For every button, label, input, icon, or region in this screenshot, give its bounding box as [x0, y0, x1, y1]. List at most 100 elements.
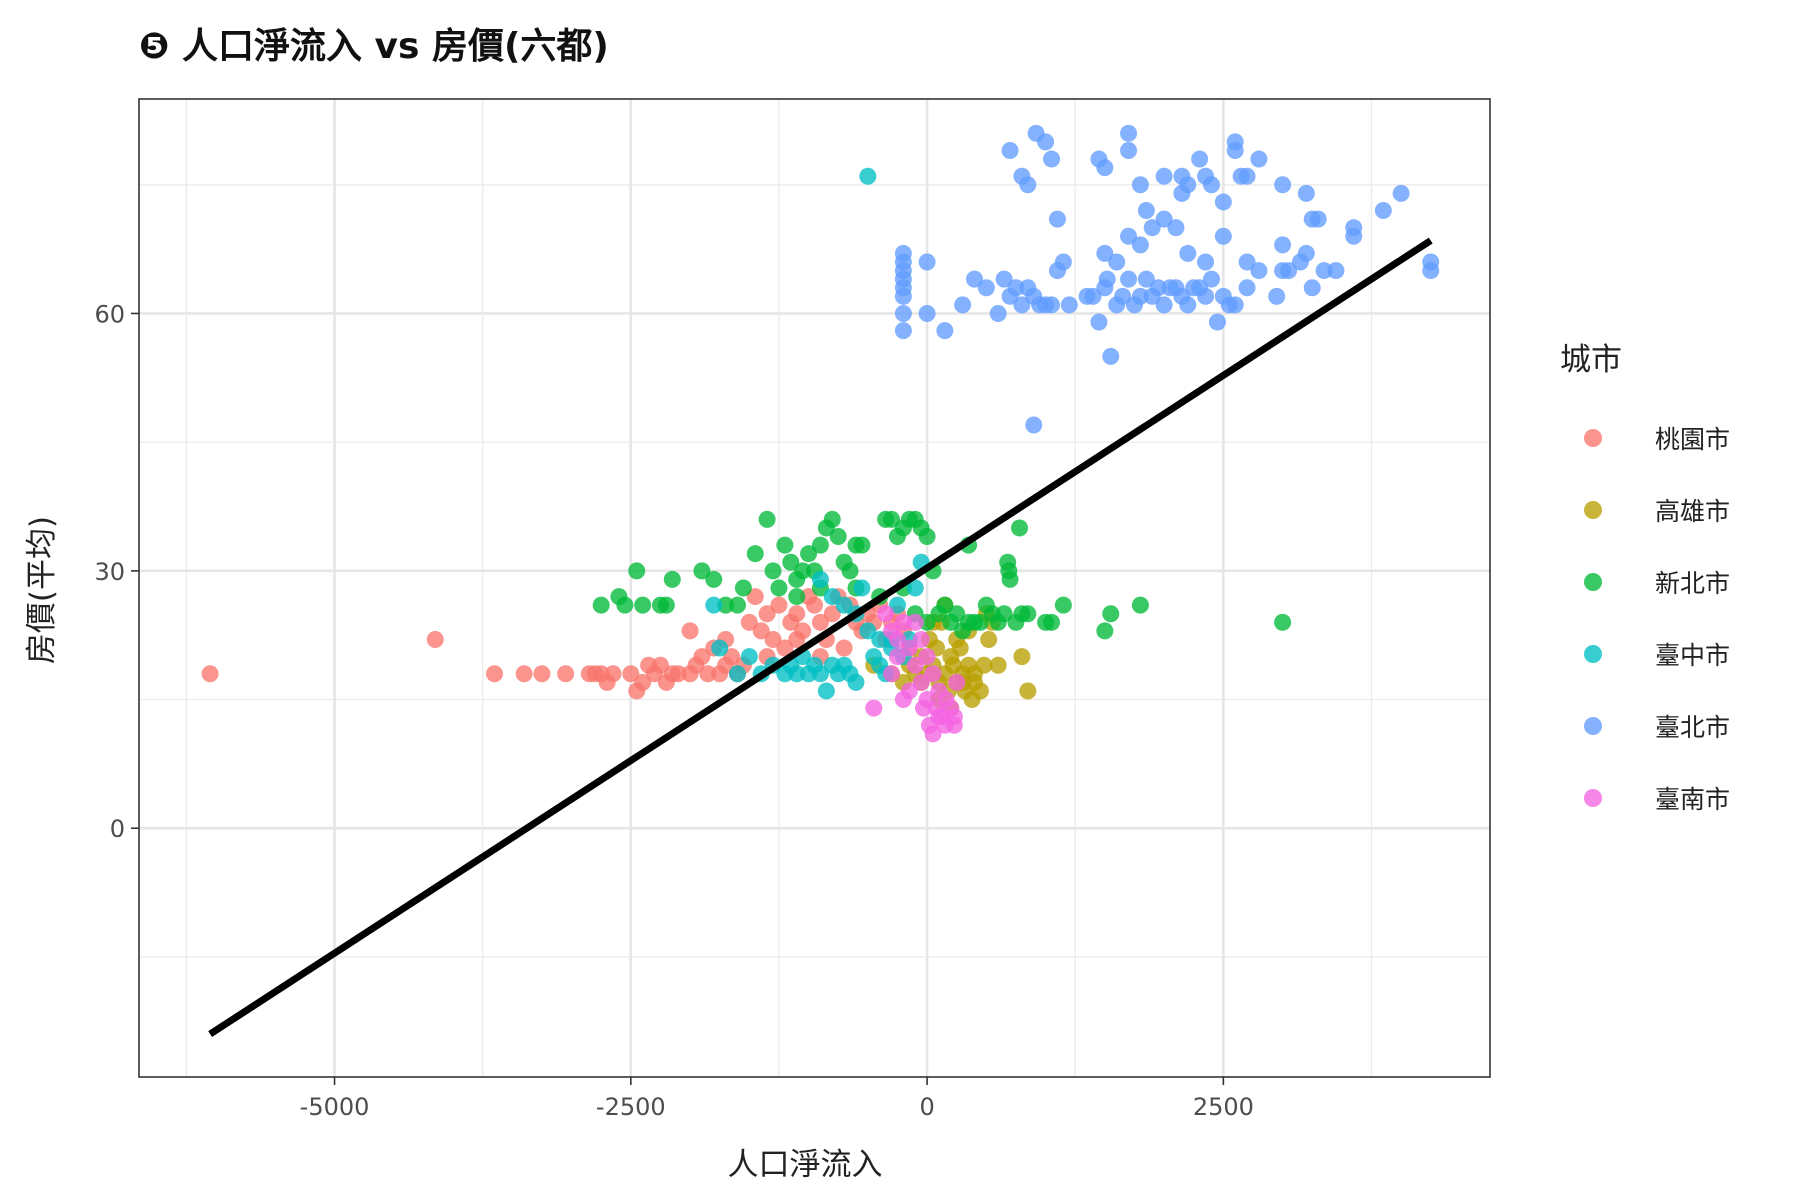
data-point — [1120, 227, 1138, 245]
data-point — [669, 665, 687, 683]
data-point — [871, 630, 889, 648]
data-point — [728, 665, 746, 683]
legend-title: 城市 — [1560, 342, 1622, 378]
series-group — [201, 588, 918, 700]
data-point — [622, 665, 640, 683]
legend-key — [1584, 429, 1602, 447]
data-point — [1096, 159, 1114, 177]
data-point — [1001, 570, 1019, 588]
data-point — [1214, 193, 1232, 211]
data-point — [634, 673, 652, 691]
data-point — [746, 588, 764, 606]
data-point — [965, 270, 983, 288]
data-point — [989, 304, 1007, 322]
data-point — [936, 322, 954, 340]
data-point — [1054, 596, 1072, 614]
data-point — [1303, 279, 1321, 297]
data-point — [995, 605, 1013, 623]
legend-label: 桃園市 — [1655, 425, 1730, 454]
data-point — [1238, 253, 1256, 271]
data-point — [1043, 613, 1061, 631]
data-point — [1027, 124, 1045, 142]
data-point — [888, 648, 906, 666]
data-point — [1203, 270, 1221, 288]
data-point — [764, 630, 782, 648]
data-point — [841, 562, 859, 580]
data-point — [717, 596, 735, 614]
legend-label: 臺北市 — [1655, 713, 1730, 742]
data-point — [1374, 202, 1392, 220]
data-point — [604, 665, 622, 683]
data-point — [823, 605, 841, 623]
data-point — [1102, 347, 1120, 365]
data-point — [711, 639, 729, 657]
data-point — [693, 562, 711, 580]
data-point — [1214, 227, 1232, 245]
y-tick-label: 0 — [110, 815, 125, 843]
data-point — [1137, 270, 1155, 288]
data-point — [924, 665, 942, 683]
data-point — [894, 304, 912, 322]
x-tick-label: 0 — [919, 1093, 934, 1121]
legend-key — [1584, 501, 1602, 519]
data-point — [1025, 416, 1043, 434]
data-point — [1001, 141, 1019, 159]
data-point — [705, 596, 723, 614]
data-point — [782, 553, 800, 571]
data-point — [980, 630, 998, 648]
data-point — [657, 596, 675, 614]
data-point — [859, 167, 877, 185]
data-point — [1131, 596, 1149, 614]
data-point — [918, 613, 936, 631]
data-point — [1098, 270, 1116, 288]
data-point — [1179, 296, 1197, 314]
data-point — [1191, 150, 1209, 168]
legend-label: 臺南市 — [1655, 785, 1730, 814]
data-point — [1048, 210, 1066, 228]
data-point — [1013, 648, 1031, 666]
data-point — [1155, 167, 1173, 185]
data-point — [752, 622, 770, 640]
chart-title: ❺ 人口淨流入 vs 房價(六都) — [139, 26, 609, 67]
data-point — [1120, 124, 1138, 142]
data-point — [764, 562, 782, 580]
data-point — [717, 656, 735, 674]
data-point — [1137, 202, 1155, 220]
data-point — [1019, 682, 1037, 700]
data-point — [823, 510, 841, 528]
data-point — [948, 605, 966, 623]
data-point — [883, 510, 901, 528]
data-point — [948, 673, 966, 691]
data-point — [693, 648, 711, 666]
data-point — [918, 304, 936, 322]
data-point — [906, 579, 924, 597]
data-point — [788, 665, 806, 683]
data-point — [1226, 296, 1244, 314]
data-point — [918, 528, 936, 546]
data-point — [1155, 296, 1173, 314]
legend-key — [1584, 645, 1602, 663]
data-point — [651, 656, 669, 674]
data-point — [1019, 605, 1037, 623]
data-point — [1108, 253, 1126, 271]
data-point — [740, 613, 758, 631]
data-point — [912, 630, 930, 648]
data-point — [918, 253, 936, 271]
data-point — [1226, 133, 1244, 151]
data-point — [1297, 244, 1315, 262]
data-point — [1013, 296, 1031, 314]
data-point — [201, 665, 219, 683]
data-point — [1131, 176, 1149, 194]
data-point — [865, 699, 883, 717]
data-point — [746, 545, 764, 563]
data-point — [426, 630, 444, 648]
data-point — [912, 673, 930, 691]
data-point — [853, 579, 871, 597]
trend-line — [208, 237, 1433, 1038]
data-point — [1297, 184, 1315, 202]
data-point — [776, 536, 794, 554]
data-point — [663, 570, 681, 588]
data-point — [1143, 219, 1161, 237]
series-group — [865, 605, 966, 743]
